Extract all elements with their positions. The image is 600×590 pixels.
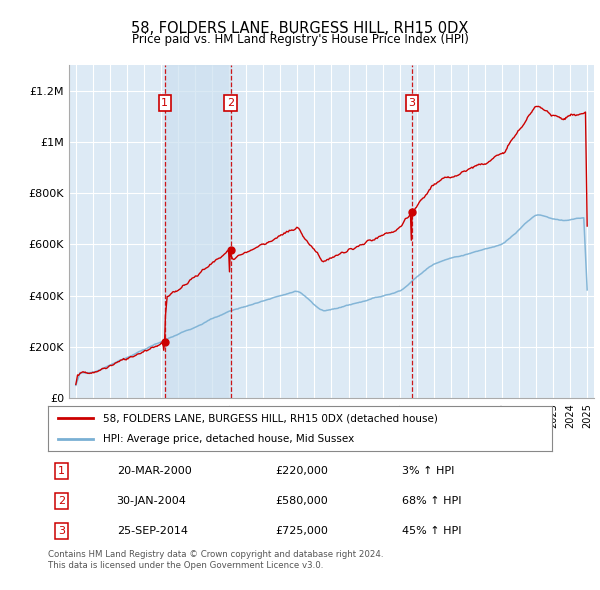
Text: 30-JAN-2004: 30-JAN-2004 [116, 496, 187, 506]
Text: 1: 1 [161, 99, 168, 108]
Text: Price paid vs. HM Land Registry's House Price Index (HPI): Price paid vs. HM Land Registry's House … [131, 33, 469, 46]
Text: 45% ↑ HPI: 45% ↑ HPI [402, 526, 461, 536]
Text: 3: 3 [409, 99, 416, 108]
Text: £725,000: £725,000 [275, 526, 328, 536]
Text: 25-SEP-2014: 25-SEP-2014 [116, 526, 188, 536]
Text: HPI: Average price, detached house, Mid Sussex: HPI: Average price, detached house, Mid … [103, 434, 355, 444]
Bar [165, 65, 230, 398]
Text: 58, FOLDERS LANE, BURGESS HILL, RH15 0DX: 58, FOLDERS LANE, BURGESS HILL, RH15 0DX [131, 21, 469, 35]
Text: £220,000: £220,000 [275, 466, 328, 476]
Text: 2: 2 [58, 496, 65, 506]
Text: 68% ↑ HPI: 68% ↑ HPI [402, 496, 461, 506]
Text: 1: 1 [58, 466, 65, 476]
Text: 3: 3 [58, 526, 65, 536]
Text: 20-MAR-2000: 20-MAR-2000 [116, 466, 191, 476]
Text: 3% ↑ HPI: 3% ↑ HPI [402, 466, 454, 476]
Text: £580,000: £580,000 [275, 496, 328, 506]
Text: 58, FOLDERS LANE, BURGESS HILL, RH15 0DX (detached house): 58, FOLDERS LANE, BURGESS HILL, RH15 0DX… [103, 413, 439, 423]
Text: Contains HM Land Registry data © Crown copyright and database right 2024.: Contains HM Land Registry data © Crown c… [48, 550, 383, 559]
Text: 2: 2 [227, 99, 234, 108]
Text: This data is licensed under the Open Government Licence v3.0.: This data is licensed under the Open Gov… [48, 560, 323, 569]
